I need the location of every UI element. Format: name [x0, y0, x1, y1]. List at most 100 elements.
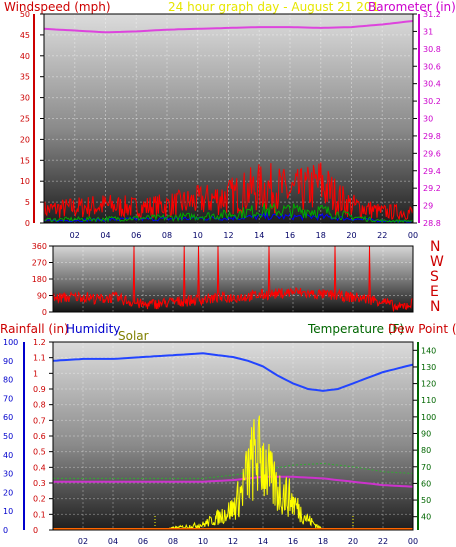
compass-label: W — [430, 254, 444, 270]
panel3-x-tick-label: 22 — [378, 537, 388, 546]
rainfall-tick-label: 0.1 — [33, 510, 46, 519]
panel3-x-tick-label: 06 — [138, 537, 148, 546]
barometer-tick-label: 30.8 — [423, 45, 441, 54]
panel1-x-tick-label: 18 — [316, 231, 326, 240]
barometer-axis-label: Barometer (in) — [368, 0, 456, 14]
humidity-axis-label: Humidity — [66, 322, 120, 336]
panel3-plot-area — [53, 342, 413, 530]
humidity-tick-label: 40 — [3, 451, 13, 460]
humidity-axis: 0 10 20 30 40 50 60 70 80 90 100 — [3, 338, 25, 535]
barometer-tick-label: 30 — [423, 115, 433, 124]
wind-direction-series — [52, 245, 413, 312]
windspeed-tick-label: 40 — [20, 52, 30, 61]
solar-axis-label: Solar — [118, 329, 149, 343]
windspeed-tick-label: 50 — [20, 10, 30, 19]
wind-average-series — [43, 202, 414, 224]
temperature-axis: 40 50 60 70 80 90 100 110 120 130 140 — [413, 342, 436, 530]
windspeed-axis-label: Windspeed (mph) — [4, 0, 111, 14]
barometer-tick-label: 31.2 — [423, 10, 441, 19]
barometer-tick-label: 31 — [423, 27, 433, 36]
panel3-x-tick-label: 14 — [258, 537, 268, 546]
barometer-series — [43, 20, 414, 34]
rainfall-tick-label: 0.4 — [33, 463, 46, 472]
temperature-tick-label: 50 — [421, 496, 431, 505]
panel3-x-tick-label: 10 — [198, 537, 208, 546]
barometer-tick-label: 29.6 — [423, 149, 441, 158]
rain-humidity-temp-panel: 0 0.1 0.2 0.3 0.4 0.5 0.6 0.7 0.8 0.9 1 1.1 1.2 0 10 2… — [0, 322, 456, 546]
direction-degree-axis: 0 90 180 270 360 — [32, 242, 53, 317]
temperature-tick-label: 70 — [421, 463, 431, 472]
dewpoint-axis-label: Dew Point ( — [388, 322, 456, 336]
rainfall-tick-label: 1 — [33, 369, 38, 378]
windspeed-axis: 0 5 10 15 20 25 30 35 40 45 50 — [20, 10, 44, 228]
windspeed-tick-label: 10 — [20, 177, 30, 186]
windspeed-tick-label: 35 — [20, 73, 30, 82]
barometer-tick-label: 29.4 — [423, 167, 441, 176]
windspeed-tick-label: 25 — [20, 115, 30, 124]
panel1-x-tick-label: 00 — [408, 231, 418, 240]
barometer-tick-label: 29.8 — [423, 132, 441, 141]
humidity-tick-label: 70 — [3, 394, 13, 403]
temperature-tick-label: 60 — [421, 479, 431, 488]
panel1-plot-area — [44, 14, 413, 223]
windspeed-tick-label: 20 — [20, 135, 30, 144]
panel1-x-tick-label: 06 — [131, 231, 141, 240]
rainfall-tick-label: 0.3 — [33, 479, 46, 488]
barometer-tick-label: 30.4 — [423, 80, 441, 89]
rainfall-tick-label: 0.9 — [33, 385, 46, 394]
temperature-tick-label: 90 — [421, 430, 431, 439]
rainfall-tick-label: 1.2 — [33, 338, 46, 347]
panel3-x-tick-label: 08 — [168, 537, 178, 546]
humidity-tick-label: 10 — [3, 507, 13, 516]
barometer-tick-label: 28.8 — [423, 219, 441, 228]
humidity-tick-label: 20 — [3, 488, 13, 497]
panel3-x-tick-label: 12 — [228, 537, 238, 546]
barometer-tick-label: 30.6 — [423, 62, 441, 71]
chart-title: 24 hour graph day - August 21 201 — [168, 0, 379, 14]
windspeed-tick-label: 0 — [25, 219, 30, 228]
panel1-x-tick-label: 20 — [346, 231, 356, 240]
rainfall-tick-label: 0.2 — [33, 495, 46, 504]
panel1-x-tick-label: 08 — [162, 231, 172, 240]
rainfall-tick-label: 0 — [33, 526, 38, 535]
direction-tick-label: 270 — [32, 259, 47, 268]
direction-tick-label: 360 — [32, 242, 47, 251]
panel1-x-axis: 02 04 06 08 10 12 14 16 18 20 22 00 — [70, 231, 418, 240]
windspeed-tick-label: 30 — [20, 94, 30, 103]
windspeed-tick-label: 15 — [20, 156, 30, 165]
windspeed-tick-label: 5 — [25, 198, 30, 207]
panel3-x-tick-label: 04 — [108, 537, 118, 546]
rainfall-tick-label: 0.5 — [33, 448, 46, 457]
panel1-x-tick-label: 22 — [377, 231, 387, 240]
humidity-tick-label: 90 — [3, 357, 13, 366]
rainfall-axis: 0 0.1 0.2 0.3 0.4 0.5 0.6 0.7 0.8 0.9 1 1.1 1.2 — [33, 338, 53, 535]
temperature-tick-label: 110 — [421, 396, 436, 405]
panel3-x-tick-label: 00 — [408, 537, 418, 546]
humidity-tick-label: 50 — [3, 432, 13, 441]
direction-tick-label: 180 — [32, 275, 47, 284]
panel3-x-tick-label: 18 — [318, 537, 328, 546]
humidity-series — [52, 352, 414, 392]
compass-label: S — [430, 269, 439, 285]
compass-label: N — [430, 299, 440, 315]
panel1-x-tick-label: 02 — [70, 231, 80, 240]
barometer-axis: 28.8 29 29.2 29.4 29.6 29.8 30 30.2 30.4 30.6 30.8… — [413, 10, 441, 228]
temperature-series — [53, 475, 414, 488]
panel1-x-tick-label: 12 — [223, 231, 233, 240]
panel3-series — [52, 352, 414, 531]
wind-gust-series — [43, 162, 414, 221]
panel1-x-tick-label: 04 — [100, 231, 110, 240]
panel1-series — [43, 20, 414, 224]
panel1-x-tick-label: 16 — [285, 231, 295, 240]
rainfall-tick-label: 0.6 — [33, 432, 46, 441]
compass-label: E — [430, 284, 439, 300]
panel1-x-tick-label: 10 — [193, 231, 203, 240]
temperature-tick-label: 100 — [421, 413, 436, 422]
barometer-tick-label: 29.2 — [423, 184, 441, 193]
panel3-x-axis: 02 04 06 08 10 12 14 16 18 20 22 00 — [78, 537, 418, 546]
panel3-x-tick-label: 02 — [78, 537, 88, 546]
compass-label: N — [430, 239, 440, 255]
